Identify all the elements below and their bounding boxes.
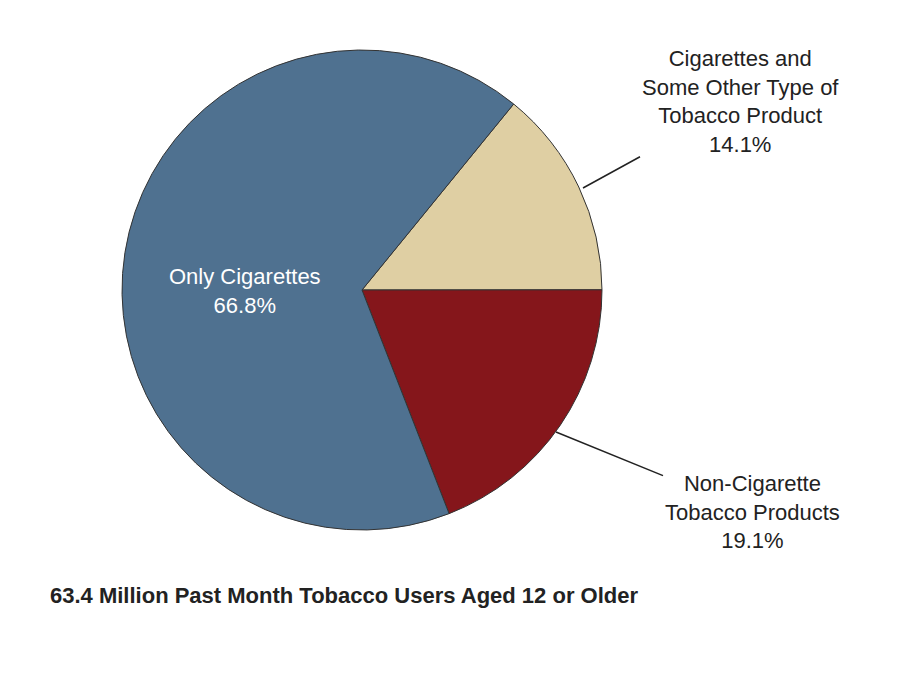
svg-text:Cigarettes andSome Other Type: Cigarettes andSome Other Type ofTobacco … [642,46,839,157]
svg-text:63.4 Million Past Month Tobacc: 63.4 Million Past Month Tobacco Users Ag… [50,583,638,608]
svg-text:Non-CigaretteTobacco Products1: Non-CigaretteTobacco Products19.1% [665,471,840,553]
svg-text:Only Cigarettes66.8%: Only Cigarettes66.8% [169,264,321,318]
